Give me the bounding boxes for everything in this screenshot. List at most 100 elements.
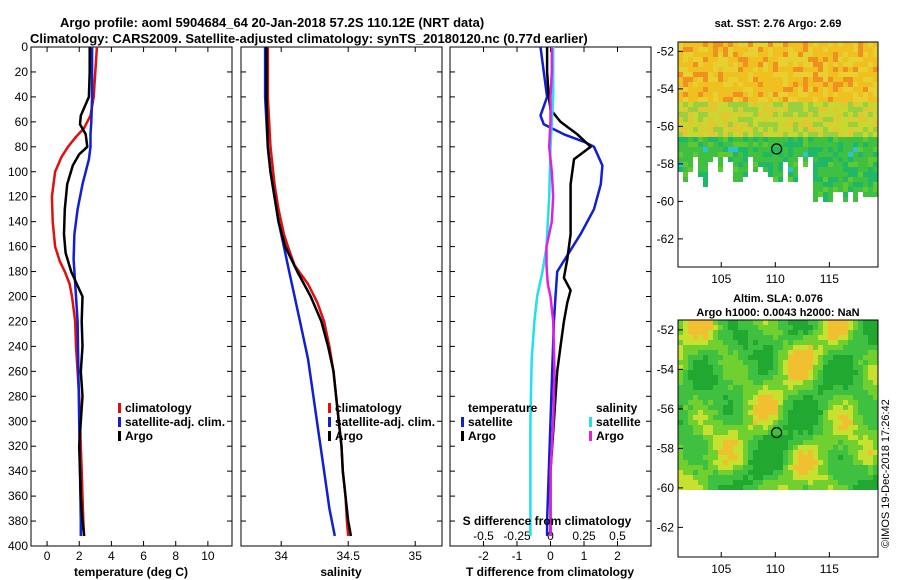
salinity-legend: climatology satellite-adj. clim. Argo	[328, 401, 435, 443]
sst-cell	[768, 112, 773, 117]
sst-cell	[848, 162, 853, 167]
sla-cell	[848, 405, 853, 410]
depth-tick-label: 80	[15, 140, 29, 154]
sla-cell	[758, 405, 763, 410]
sla-cell	[703, 435, 708, 440]
sst-cell	[768, 117, 773, 122]
sst-cell	[873, 192, 878, 197]
sst-cell	[823, 117, 828, 122]
sla-cell	[838, 365, 843, 370]
sst-cell	[793, 167, 798, 172]
sla-cell	[788, 420, 793, 425]
sla-cell	[698, 480, 703, 485]
sst-argo-marker	[770, 143, 783, 155]
sst-cell	[773, 137, 778, 142]
sla-cell	[813, 400, 818, 405]
sla-cell	[758, 450, 763, 455]
sst-cell	[743, 162, 748, 167]
sst-cell	[833, 152, 838, 157]
sst-cell	[813, 107, 818, 112]
sst-cell	[853, 197, 858, 202]
sla-cell	[683, 335, 688, 340]
depth-tick-label: 380	[8, 514, 28, 528]
sst-cell	[778, 97, 783, 102]
sla-cell	[733, 420, 738, 425]
sst-cell	[708, 77, 713, 82]
sla-cell	[803, 440, 808, 445]
sla-cell	[708, 370, 713, 375]
sla-cell	[853, 400, 858, 405]
sst-cell	[778, 77, 783, 82]
sst-cell	[858, 162, 863, 167]
sst-cell	[713, 92, 718, 97]
sst-cell	[718, 162, 723, 167]
sla-cell	[743, 405, 748, 410]
sst-cell	[713, 117, 718, 122]
sla-cell	[788, 340, 793, 345]
sla-cell	[803, 375, 808, 380]
sla-cell	[713, 410, 718, 415]
sst-cell	[733, 107, 738, 112]
sst-cell	[828, 182, 833, 187]
sst-cell	[863, 112, 868, 117]
sst-cell	[768, 127, 773, 132]
sla-cell	[833, 370, 838, 375]
sst-cell	[718, 102, 723, 107]
sla-cell	[758, 445, 763, 450]
sst-cell	[813, 142, 818, 147]
sla-cell	[808, 365, 813, 370]
sla-cell	[828, 320, 833, 325]
sst-cell	[723, 67, 728, 72]
sla-cell	[743, 365, 748, 370]
sla-cell	[863, 335, 868, 340]
sla-cell	[798, 470, 803, 475]
sla-cell	[738, 430, 743, 435]
sst-cell	[798, 102, 803, 107]
sla-cell	[783, 465, 788, 470]
sla-cell	[738, 400, 743, 405]
sst-cell	[718, 62, 723, 67]
sla-cell	[843, 410, 848, 415]
sla-cell	[863, 455, 868, 460]
series-temperature-satellite	[539, 47, 604, 536]
sst-cell	[833, 57, 838, 62]
sst-cell	[753, 67, 758, 72]
sla-cell	[708, 355, 713, 360]
sla-cell	[813, 445, 818, 450]
sla-cell	[753, 465, 758, 470]
sst-cell	[763, 152, 768, 157]
sla-cell	[773, 385, 778, 390]
sst-cell	[853, 72, 858, 77]
sst-cell	[828, 82, 833, 87]
sla-cell	[838, 455, 843, 460]
sla-cell	[718, 365, 723, 370]
sst-cell	[723, 112, 728, 117]
sla-cell	[798, 385, 803, 390]
sla-cell	[743, 430, 748, 435]
sst-cell	[828, 147, 833, 152]
sst-cell	[848, 157, 853, 162]
depth-tick-label: 140	[8, 215, 28, 229]
sla-cell	[738, 335, 743, 340]
map-y-tick-label: -60	[657, 194, 675, 208]
sst-cell	[823, 122, 828, 127]
sla-cell	[743, 330, 748, 335]
sla-cell	[768, 480, 773, 485]
map-y-tick-label: -56	[657, 119, 675, 133]
sla-cell	[848, 395, 853, 400]
sla-cell	[848, 340, 853, 345]
sst-cell	[748, 77, 753, 82]
sst-cell	[808, 92, 813, 97]
sst-cell	[718, 117, 723, 122]
sst-cell	[758, 117, 763, 122]
sla-cell	[703, 385, 708, 390]
sst-cell	[803, 147, 808, 152]
sla-cell	[818, 365, 823, 370]
sla-cell	[833, 455, 838, 460]
sst-cell	[843, 137, 848, 142]
sla-cell	[828, 450, 833, 455]
sst-cell	[768, 92, 773, 97]
sst-cell	[703, 112, 708, 117]
sst-cell	[688, 137, 693, 142]
sla-cell	[778, 335, 783, 340]
